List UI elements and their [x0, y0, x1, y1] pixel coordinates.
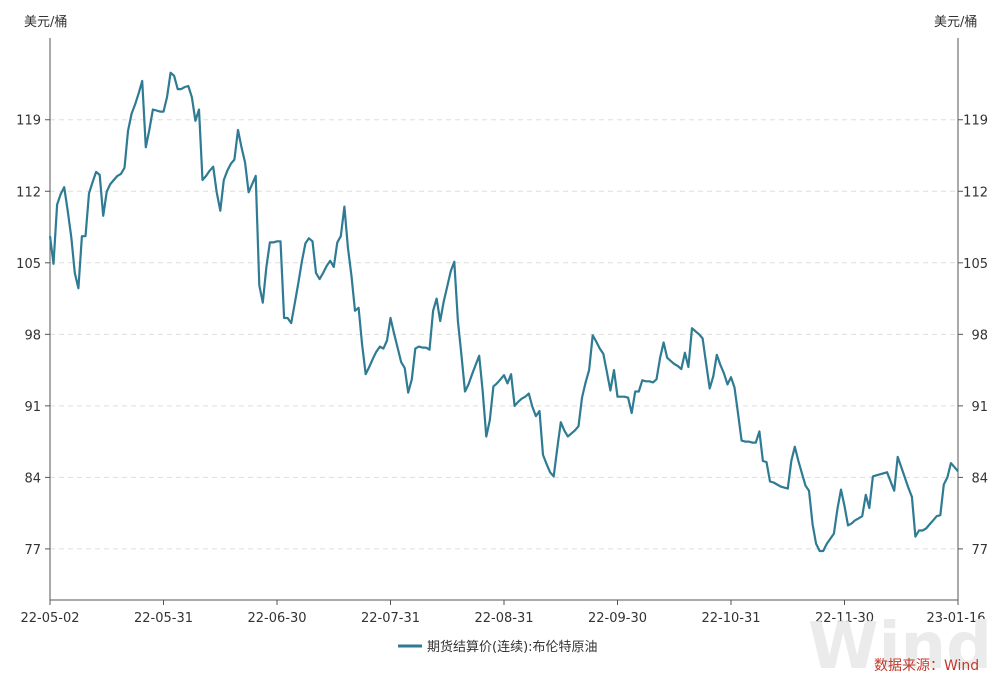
right-y-ticks: 77 84 91 98 105 112 119: [958, 114, 988, 558]
legend: 期货结算价(连续):布伦特原油: [398, 639, 598, 655]
left-tick-label-6: 119: [16, 114, 41, 129]
right-tick-label-3: 98: [971, 328, 988, 343]
left-tick-label-4: 105: [16, 257, 41, 272]
right-tick-label-4: 105: [963, 257, 988, 272]
right-tick-label-6: 119: [963, 114, 988, 129]
watermark: Wind: [808, 610, 992, 675]
legend-label: 期货结算价(连续):布伦特原油: [427, 639, 598, 655]
right-tick-label-0: 77: [971, 543, 988, 558]
series-line-0: [48, 71, 959, 553]
right-tick-label-1: 84: [971, 471, 988, 486]
left-tick-label-2: 91: [24, 400, 41, 415]
left-unit-label: 美元/桶: [24, 15, 67, 30]
left-y-ticks: 77 84 91 98 105 112 119: [16, 114, 50, 558]
x-tick-label-3: 22-07-31: [361, 611, 420, 626]
right-unit-label: 美元/桶: [934, 15, 977, 30]
grid: [50, 119, 958, 550]
right-tick-label-2: 91: [971, 400, 988, 415]
left-tick-label-3: 98: [24, 328, 41, 343]
x-tick-label-2: 22-06-30: [247, 611, 306, 626]
x-tick-label-5: 22-09-30: [588, 611, 647, 626]
x-tick-label-7: 22-11-30: [815, 611, 874, 626]
x-tick-label-6: 22-10-31: [701, 611, 760, 626]
x-tick-label-0: 22-05-02: [20, 611, 79, 626]
left-tick-label-5: 112: [16, 185, 41, 200]
data-source: 数据来源：Wind: [874, 658, 979, 674]
x-tick-label-8: 23-01-16: [926, 611, 985, 626]
x-tick-label-1: 22-05-31: [134, 611, 193, 626]
x-ticks: 22-05-02 22-05-31 22-06-30 22-07-31 22-08-31…: [20, 600, 986, 626]
right-tick-label-5: 112: [963, 185, 988, 200]
x-tick-label-4: 22-08-31: [474, 611, 533, 626]
left-tick-label-1: 84: [24, 471, 41, 486]
series-group: [48, 71, 959, 553]
left-tick-label-0: 77: [24, 543, 41, 558]
